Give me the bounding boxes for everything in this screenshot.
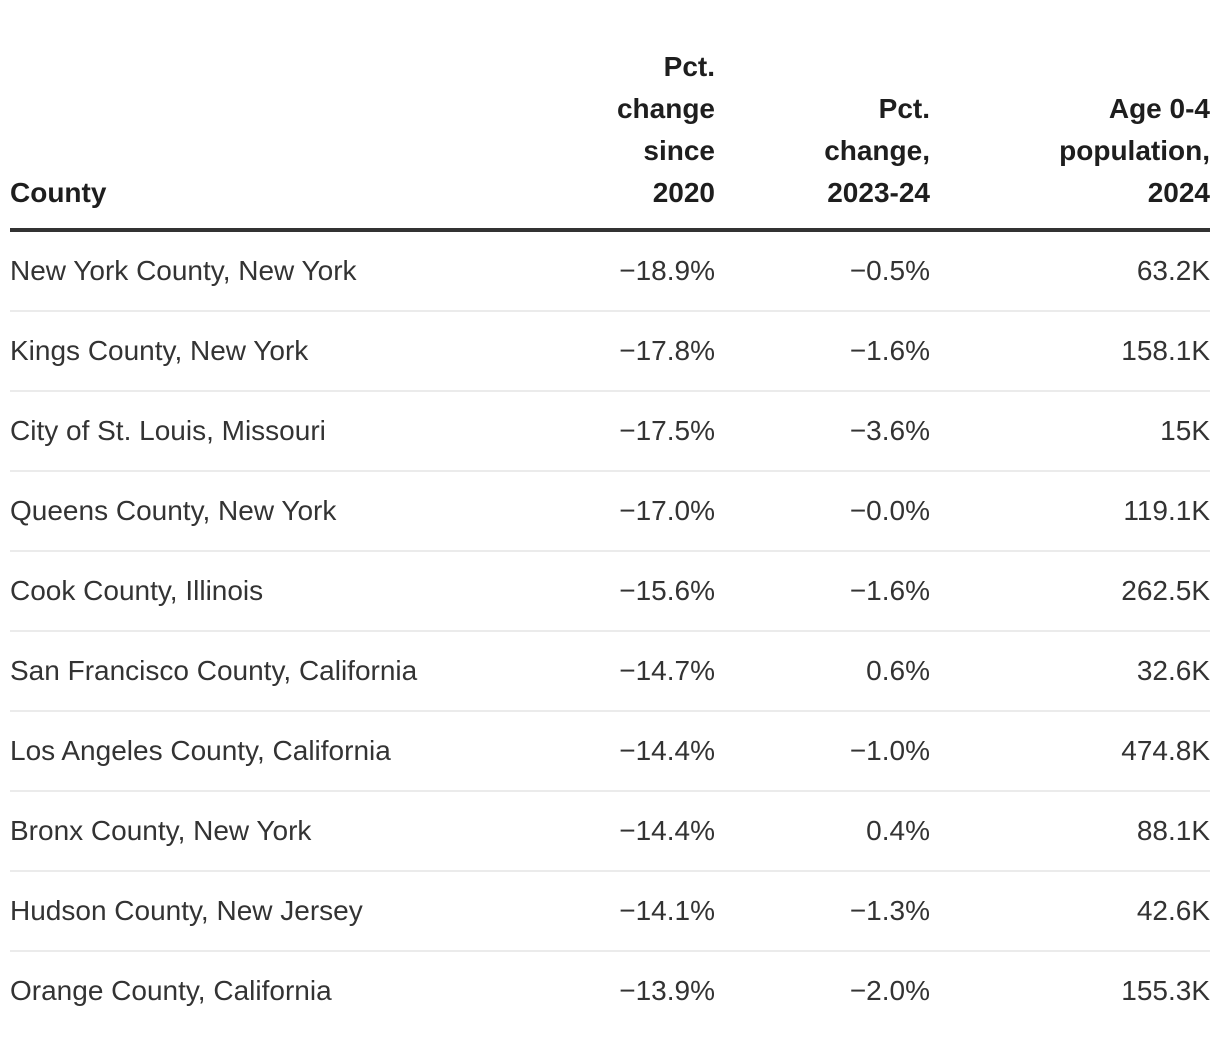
county-population-table: County Pct. change since 2020 Pct. chang… <box>10 46 1210 1030</box>
table-row: Cook County, Illinois −15.6% −1.6% 262.5… <box>10 551 1210 631</box>
age-0-4-population-cell: 32.6K <box>1136 655 1210 686</box>
table-row: Los Angeles County, California −14.4% −1… <box>10 711 1210 791</box>
table-row: New York County, New York −18.9% −0.5% 6… <box>10 230 1210 311</box>
pct-change-2023-24-cell: −0.5% <box>849 255 930 286</box>
table-header: County Pct. change since 2020 Pct. chang… <box>10 46 1210 230</box>
table-row: Orange County, California −13.9% −2.0% 1… <box>10 951 1210 1030</box>
pct-change-2023-24-cell: −0.0% <box>849 495 930 526</box>
pct-change-since-2020-cell: −14.7% <box>619 655 715 686</box>
county-cell: Bronx County, New York <box>10 815 312 846</box>
pct-change-2023-24-cell: −2.0% <box>849 975 930 1006</box>
header-row: County Pct. change since 2020 Pct. chang… <box>10 46 1210 230</box>
county-cell: Kings County, New York <box>10 335 309 366</box>
county-cell: San Francisco County, California <box>10 655 418 686</box>
county-cell: Queens County, New York <box>10 495 337 526</box>
table-body: New York County, New York −18.9% −0.5% 6… <box>10 230 1210 1030</box>
county-cell: Hudson County, New Jersey <box>10 895 363 926</box>
table-row: San Francisco County, California −14.7% … <box>10 631 1210 711</box>
table-row: Kings County, New York −17.8% −1.6% 158.… <box>10 311 1210 391</box>
age-0-4-population-cell: 42.6K <box>1136 895 1210 926</box>
pct-change-2023-24-cell: 0.4% <box>866 815 930 846</box>
county-cell: New York County, New York <box>10 255 357 286</box>
age-0-4-population-cell: 155.3K <box>1121 975 1210 1006</box>
table-row: City of St. Louis, Missouri −17.5% −3.6%… <box>10 391 1210 471</box>
county-cell: City of St. Louis, Missouri <box>10 415 326 446</box>
table-row: Hudson County, New Jersey −14.1% −1.3% 4… <box>10 871 1210 951</box>
age-0-4-population-cell: 88.1K <box>1136 815 1210 846</box>
age-0-4-population-cell: 158.1K <box>1121 335 1210 366</box>
pct-change-2023-24-cell: −3.6% <box>849 415 930 446</box>
county-cell: Cook County, Illinois <box>10 575 264 606</box>
age-0-4-population-cell: 262.5K <box>1121 575 1210 606</box>
pct-change-since-2020-cell: −18.9% <box>619 255 715 286</box>
pct-change-2023-24-cell: −1.3% <box>849 895 930 926</box>
pct-change-2023-24-cell: −1.6% <box>849 335 930 366</box>
pct-change-since-2020-cell: −13.9% <box>619 975 715 1006</box>
pct-change-2023-24-cell: 0.6% <box>866 655 930 686</box>
age-0-4-population-cell: 119.1K <box>1123 495 1210 526</box>
pct-change-since-2020-cell: −14.1% <box>619 895 715 926</box>
pct-change-since-2020-cell: −14.4% <box>619 815 715 846</box>
column-header-pct-change-since-2020: Pct. change since 2020 <box>616 51 715 208</box>
table-row: Bronx County, New York −14.4% 0.4% 88.1K <box>10 791 1210 871</box>
pct-change-since-2020-cell: −17.5% <box>619 415 715 446</box>
age-0-4-population-cell: 63.2K <box>1136 255 1210 286</box>
pct-change-2023-24-cell: −1.0% <box>849 735 930 766</box>
county-cell: Orange County, California <box>10 975 332 1006</box>
column-header-county: County <box>10 177 107 208</box>
table-row: Queens County, New York −17.0% −0.0% 119… <box>10 471 1210 551</box>
county-cell: Los Angeles County, California <box>10 735 391 766</box>
column-header-pct-change-2023-24: Pct. change, 2023-24 <box>824 93 930 208</box>
pct-change-since-2020-cell: −15.6% <box>619 575 715 606</box>
pct-change-2023-24-cell: −1.6% <box>849 575 930 606</box>
pct-change-since-2020-cell: −17.0% <box>619 495 715 526</box>
column-header-age-0-4-population-2024: Age 0-4 population, 2024 <box>1059 93 1210 208</box>
pct-change-since-2020-cell: −14.4% <box>619 735 715 766</box>
pct-change-since-2020-cell: −17.8% <box>619 335 715 366</box>
age-0-4-population-cell: 15K <box>1160 415 1210 446</box>
age-0-4-population-cell: 474.8K <box>1121 735 1210 766</box>
